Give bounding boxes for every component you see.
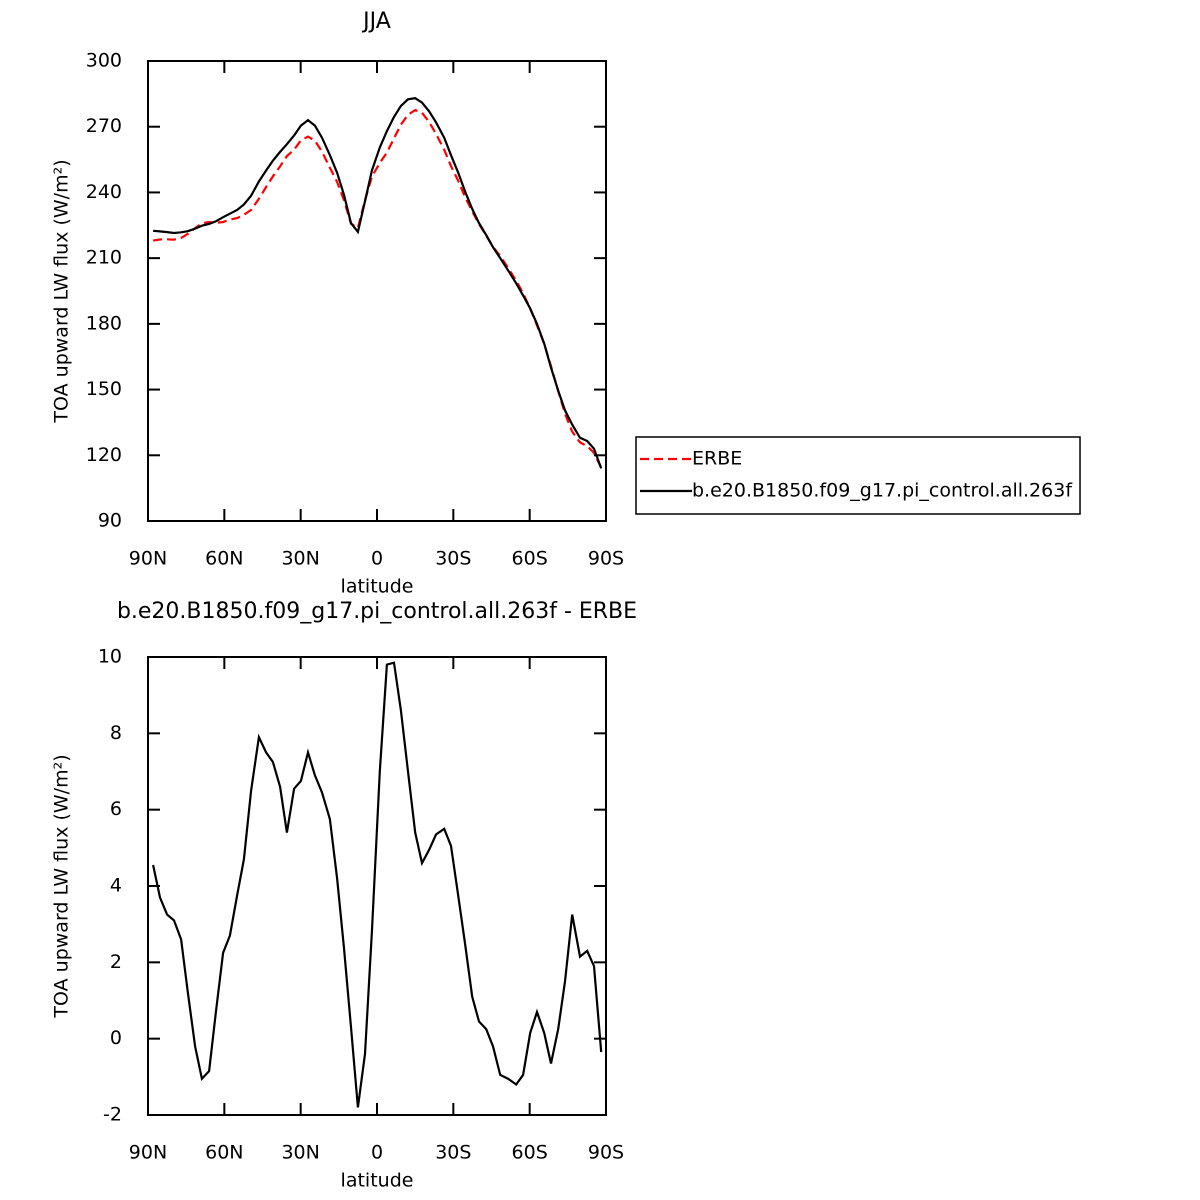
- x-tick-label: 30S: [435, 1142, 471, 1164]
- plot-frame: [147, 656, 607, 1116]
- y-tick-label: 210: [86, 247, 122, 269]
- legend-label: ERBE: [692, 448, 742, 470]
- y-tick-label: 10: [98, 646, 122, 668]
- y-tick-label: 120: [86, 444, 122, 466]
- x-tick-label: 90N: [129, 1142, 167, 1164]
- legend-box: [635, 436, 1081, 515]
- y-tick-label: 6: [110, 798, 122, 820]
- y-tick-label: 4: [110, 875, 122, 897]
- x-tick-label: 60N: [205, 548, 243, 570]
- plot-frame: [147, 60, 607, 522]
- data-line: [152, 108, 603, 469]
- data-line: [153, 97, 603, 469]
- legend-label: b.e20.B1850.f09_g17.pi_control.all.263f: [692, 480, 1073, 502]
- y-tick-label: 300: [86, 50, 122, 72]
- x-tick-label: 0: [371, 548, 383, 570]
- y-tick-label: 240: [86, 181, 122, 203]
- y-tick-label: 270: [86, 115, 122, 137]
- x-axis-label: latitude: [341, 576, 414, 598]
- y-tick-label: 0: [110, 1027, 122, 1049]
- x-tick-label: 30N: [281, 548, 319, 570]
- x-tick-label: 60N: [205, 1142, 243, 1164]
- y-tick-label: 8: [110, 722, 122, 744]
- chart-title: b.e20.B1850.f09_g17.pi_control.all.263f …: [117, 599, 637, 624]
- y-tick-label: -2: [103, 1104, 122, 1126]
- x-tick-label: 60S: [512, 548, 548, 570]
- y-tick-label: 90: [98, 510, 122, 532]
- x-tick-label: 30S: [435, 548, 471, 570]
- data-line: [152, 661, 603, 1108]
- y-tick-label: 150: [86, 378, 122, 400]
- x-tick-label: 90N: [129, 548, 167, 570]
- y-axis-label: TOA upward LW flux (W/m²): [51, 754, 73, 1018]
- y-tick-label: 2: [110, 951, 122, 973]
- x-tick-label: 90S: [588, 548, 624, 570]
- y-axis-label: TOA upward LW flux (W/m²): [51, 159, 73, 423]
- x-tick-label: 60S: [512, 1142, 548, 1164]
- x-tick-label: 90S: [588, 1142, 624, 1164]
- x-tick-label: 30N: [281, 1142, 319, 1164]
- chart-title: JJA: [361, 9, 391, 34]
- y-tick-label: 180: [86, 312, 122, 334]
- x-axis-label: latitude: [341, 1170, 414, 1192]
- x-tick-label: 0: [371, 1142, 383, 1164]
